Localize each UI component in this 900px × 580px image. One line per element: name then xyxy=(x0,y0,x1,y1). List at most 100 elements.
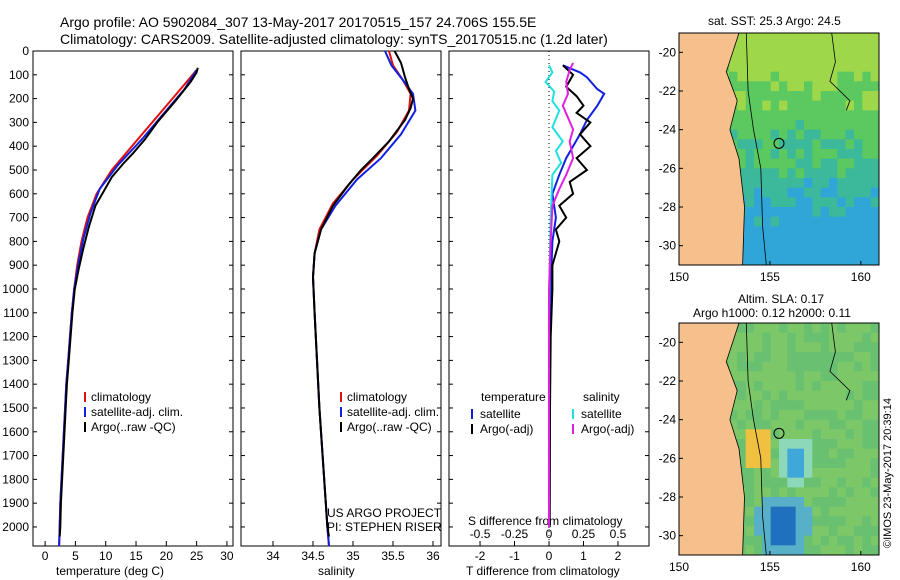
map-cell xyxy=(870,110,880,121)
map-cell xyxy=(837,120,847,131)
map-cell xyxy=(779,100,788,111)
map-cell xyxy=(829,526,838,537)
map-cell xyxy=(795,506,805,517)
map-cell xyxy=(862,71,872,82)
map-cell xyxy=(770,448,780,459)
map-cell xyxy=(745,187,755,198)
map-cell xyxy=(854,458,863,469)
map-cell xyxy=(770,400,780,411)
map-cell xyxy=(779,545,788,556)
map-cell xyxy=(854,381,863,392)
map-cell xyxy=(862,255,872,266)
ytick-label-depth: 1000 xyxy=(2,282,29,296)
map-cell xyxy=(812,226,822,237)
map-cell xyxy=(762,129,772,140)
map-cell xyxy=(745,381,755,392)
map-xtick-label: 155 xyxy=(760,560,780,574)
map-cell xyxy=(804,158,813,169)
map-cell xyxy=(729,52,738,63)
map-cell xyxy=(762,33,772,44)
isobath-line xyxy=(745,322,767,556)
map-cell xyxy=(829,226,838,237)
map-cell xyxy=(829,100,838,111)
plot-frame-salinity xyxy=(240,50,442,547)
map-cell xyxy=(762,361,772,372)
map-cell xyxy=(837,487,847,498)
map-cell xyxy=(870,236,880,247)
map-cell xyxy=(779,342,788,353)
map-cell xyxy=(829,487,838,498)
map-cell xyxy=(787,187,797,198)
map-cell xyxy=(737,129,747,140)
map-cell xyxy=(854,33,863,44)
map-cell xyxy=(787,168,797,179)
map-cell xyxy=(754,120,763,131)
map-cell xyxy=(737,381,747,392)
map-cell xyxy=(737,410,747,421)
map-cell xyxy=(795,371,805,382)
map-cell xyxy=(779,33,788,44)
map-cell xyxy=(795,226,805,237)
map-ytick-label: -22 xyxy=(659,84,677,98)
legend-label: satellite xyxy=(581,407,622,421)
map-cell xyxy=(845,516,855,527)
map-cell xyxy=(779,216,788,227)
map-cell xyxy=(762,458,772,469)
map-cell xyxy=(820,477,830,488)
map-cell xyxy=(770,187,780,198)
map-cell xyxy=(795,178,805,189)
map-cell xyxy=(787,178,797,189)
reef-line xyxy=(829,32,851,111)
map-cell xyxy=(862,187,872,198)
map-ytick-label: -30 xyxy=(659,239,677,253)
map-cell xyxy=(812,323,822,334)
map-cell xyxy=(804,110,813,121)
map-cell xyxy=(795,158,805,169)
xtick-label-salinity: 34 xyxy=(266,549,280,563)
map-cell xyxy=(845,33,855,44)
map-cell xyxy=(762,216,772,227)
map-cell xyxy=(795,545,805,556)
map-cell xyxy=(770,371,780,382)
map-cell xyxy=(837,129,847,140)
map-cell xyxy=(770,381,780,392)
map-cell xyxy=(804,255,813,266)
map-cell xyxy=(812,216,822,227)
map-cell xyxy=(779,207,788,218)
map-cell xyxy=(862,216,872,227)
map-cell xyxy=(862,371,872,382)
map-cell xyxy=(837,52,847,63)
map-cell xyxy=(862,129,872,140)
map-cell xyxy=(862,390,872,401)
map-cell xyxy=(745,371,755,382)
ytick-label-depth: 1300 xyxy=(2,353,29,367)
map-cell xyxy=(804,477,813,488)
map-cell xyxy=(870,255,880,266)
map-cell xyxy=(754,390,763,401)
map-cell xyxy=(770,62,780,73)
map-cell xyxy=(862,410,872,421)
map-cell xyxy=(812,381,822,392)
map-cell xyxy=(754,342,763,353)
map-cell xyxy=(745,71,755,82)
map-cell xyxy=(804,526,813,537)
map-cell xyxy=(737,158,747,169)
header-line2: Climatology: CARS2009. Satellite-adjuste… xyxy=(60,31,608,47)
map-cell xyxy=(845,419,855,430)
map-cell xyxy=(870,458,880,469)
map-cell xyxy=(762,410,772,421)
map-cell xyxy=(845,535,855,546)
map-cell xyxy=(854,332,863,343)
map-cell xyxy=(854,42,863,53)
map-cell xyxy=(820,419,830,430)
argo-position-marker xyxy=(773,137,785,149)
map-cell xyxy=(845,216,855,227)
map-cell xyxy=(754,91,763,102)
map-cell xyxy=(862,535,872,546)
map-cell xyxy=(829,400,838,411)
map-cell xyxy=(779,149,788,160)
map-cell xyxy=(762,42,772,53)
map-cell xyxy=(862,381,872,392)
map-cell xyxy=(862,110,872,121)
map-cell xyxy=(795,149,805,160)
